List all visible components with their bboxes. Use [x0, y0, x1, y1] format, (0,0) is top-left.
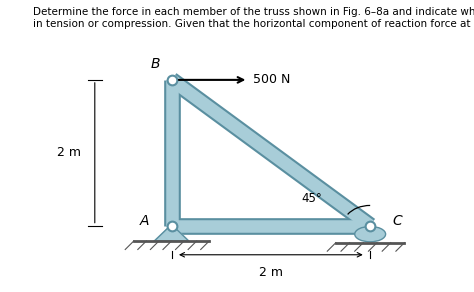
Text: 2 m: 2 m	[259, 266, 283, 279]
Polygon shape	[155, 225, 189, 241]
Text: Determine the force in each member of the truss shown in Fig. 6–8a and indicate : Determine the force in each member of th…	[33, 7, 474, 17]
Text: C: C	[393, 214, 402, 228]
Text: 500 N: 500 N	[253, 73, 290, 86]
Text: 45°: 45°	[301, 192, 322, 206]
Text: B: B	[151, 57, 161, 71]
Text: in tension or compression. Given that the horizontal component of reaction force: in tension or compression. Given that th…	[33, 19, 474, 29]
Text: A: A	[139, 214, 149, 228]
Text: 2 m: 2 m	[57, 146, 81, 159]
Circle shape	[355, 227, 386, 242]
